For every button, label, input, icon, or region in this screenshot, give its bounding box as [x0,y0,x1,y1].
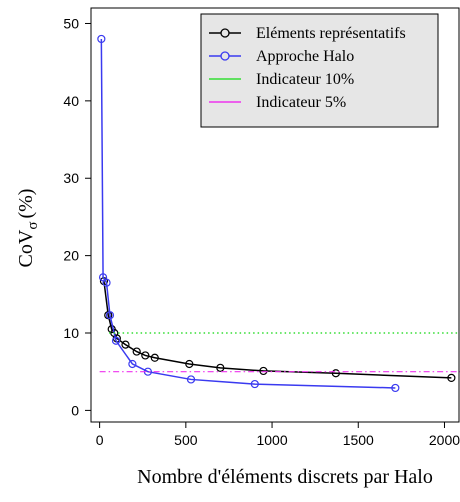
y-axis-title: CoVσ (%) [15,189,41,268]
y-axis-title-unit: (%) [15,189,37,219]
axes-layer: 0 500 1000 1500 2000 0 10 20 30 40 50 [63,7,460,448]
plot-frame [90,7,460,423]
representative-elements-point [216,363,225,372]
representative-elements-point [185,359,194,369]
y-tick-label: 10 [63,325,79,341]
halo-approach-point [97,34,106,44]
legend-item-indicator-10-label: Indicateur 10% [256,71,354,88]
representative-elements-point [141,351,150,360]
x-tick-label: 1500 [343,432,374,448]
y-axis-title-main: CoV [15,229,37,267]
x-tick-label: 2000 [429,432,460,448]
x-tick-label: 500 [174,432,198,448]
halo-approach-point [102,278,111,287]
halo-approach-point [111,336,121,345]
legend-item-representative-label: Eléments représentatifs [256,25,406,42]
halo-approach-point [105,311,115,320]
y-tick-label: 20 [63,248,79,264]
representative-elements-point [259,366,268,376]
legend: Eléments représentatifs Approche Halo Indi… [200,13,439,128]
representative-elements-point [447,373,456,382]
plot-layer [97,34,460,393]
x-tick-label: 1000 [256,432,287,448]
plot-series-group [97,34,460,393]
x-tick-label: 0 [96,432,104,448]
x-axis-title: Nombre d'éléments discrets par Halo [137,466,433,488]
legend-item-indicator-5-label: Indicateur 5% [256,94,346,111]
halo-approach-point [128,359,137,369]
legend-item-representative-marker [220,28,230,38]
representative-elements-point [331,369,340,378]
y-tick-label: 40 [63,93,79,109]
representative-elements-point [121,340,130,349]
representative-elements-point [132,347,141,356]
legend-item-halo-marker [220,51,230,61]
y-tick-label: 0 [71,402,79,418]
halo-approach-point [391,383,400,393]
legend-item-halo-label: Approche Halo [256,48,354,65]
y-axis-title-subscript: σ [25,222,41,230]
y-tick-label: 50 [63,15,79,31]
y-tick-label: 30 [63,170,79,186]
representative-elements-point [150,353,159,362]
halo-approach-point [186,375,196,384]
halo-approach-point [250,379,259,389]
